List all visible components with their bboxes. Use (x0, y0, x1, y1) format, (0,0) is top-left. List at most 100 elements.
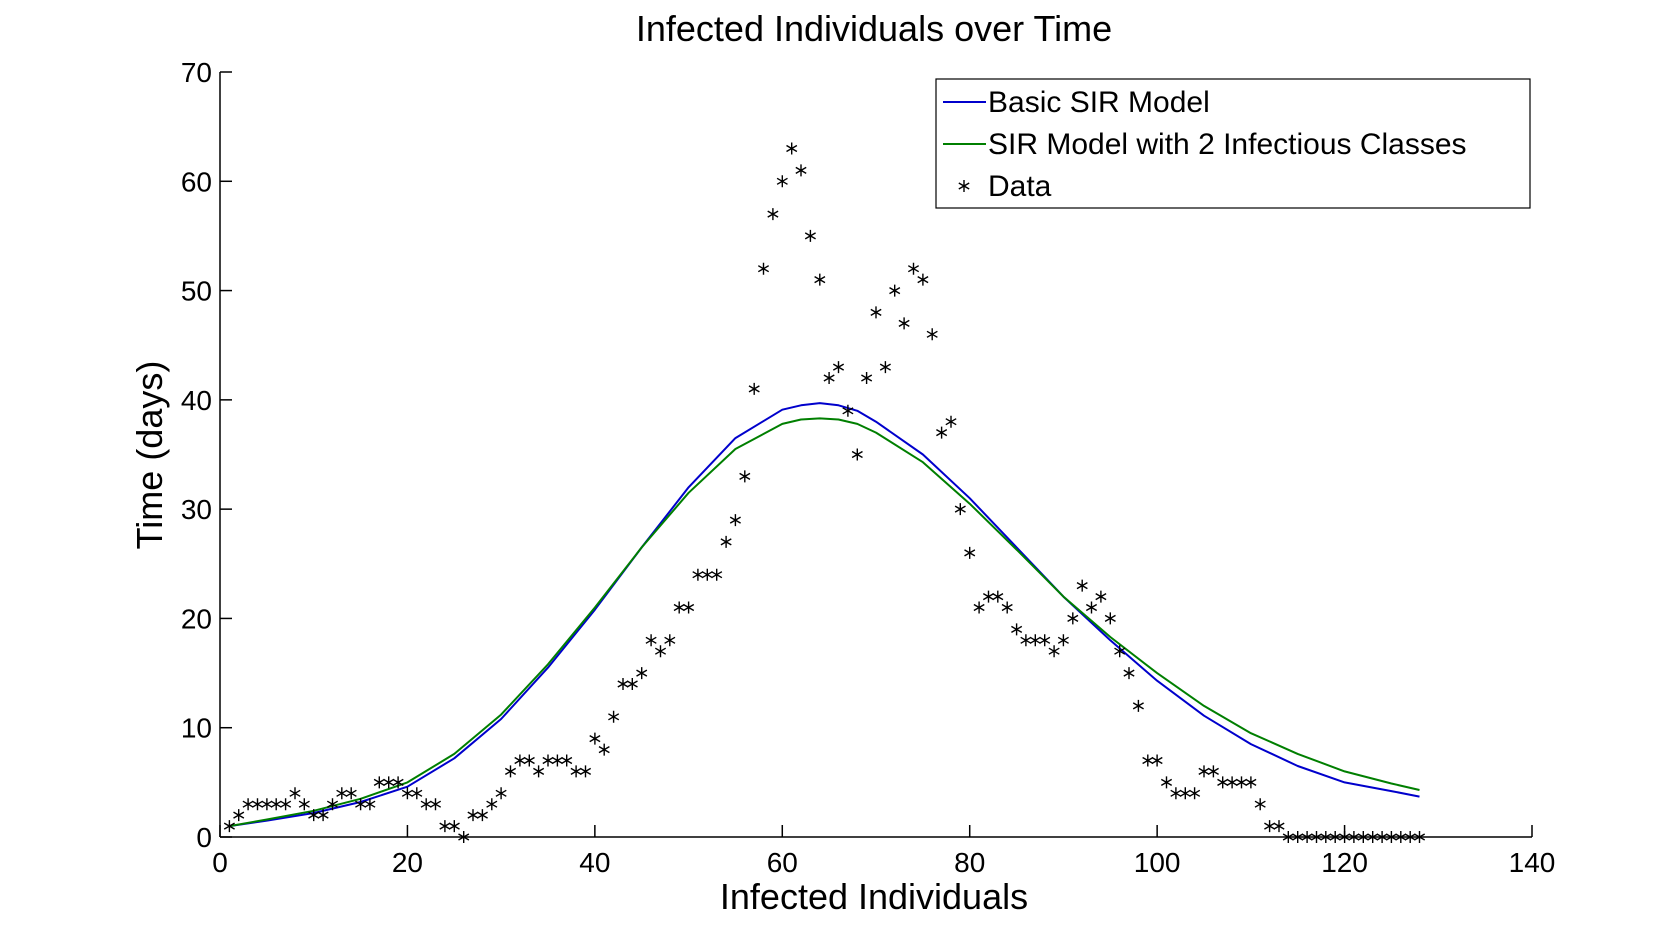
data-point (270, 798, 282, 811)
data-point (448, 820, 460, 833)
data-point (589, 732, 601, 745)
data-point (355, 798, 367, 811)
data-point (598, 743, 610, 756)
data-point (401, 787, 413, 800)
data-point (645, 634, 657, 647)
data-point (476, 809, 488, 822)
data-point (879, 361, 891, 374)
x-tick-label: 140 (1509, 847, 1556, 878)
data-point (1076, 579, 1088, 592)
y-tick-label: 10 (181, 713, 212, 744)
data-point (1095, 590, 1107, 603)
series-line-0 (229, 402, 1420, 828)
data-point (851, 448, 863, 461)
legend-label-0: Basic SIR Model (988, 86, 1210, 119)
data-point (1245, 776, 1257, 789)
data-point (870, 306, 882, 319)
data-point (298, 798, 310, 811)
data-point (551, 754, 563, 767)
data-point (486, 798, 498, 811)
data-point (683, 601, 695, 614)
data-point (1029, 634, 1041, 647)
data-point (1001, 601, 1013, 614)
data-point (1048, 645, 1060, 658)
data-point (1123, 667, 1135, 680)
data-point (1170, 787, 1182, 800)
data-point (523, 754, 535, 767)
data-point (1142, 754, 1154, 767)
x-tick-label: 80 (954, 847, 985, 878)
data-point (495, 787, 507, 800)
y-tick-label: 70 (181, 57, 212, 88)
data-point (889, 284, 901, 297)
data-point (804, 229, 816, 242)
data-point (542, 754, 554, 767)
data-point (242, 798, 254, 811)
data-point (467, 809, 479, 822)
x-tick-label: 0 (212, 847, 228, 878)
data-point (701, 568, 713, 581)
y-tick-label: 40 (181, 385, 212, 416)
data-point (233, 809, 245, 822)
data-point (392, 776, 404, 789)
data-point (814, 273, 826, 286)
data-point (1264, 820, 1276, 833)
data-point (1057, 634, 1069, 647)
data-point (729, 514, 741, 527)
data-point (364, 798, 376, 811)
data-point (626, 678, 638, 690)
data-point (308, 809, 320, 822)
data-point (1207, 765, 1219, 778)
x-tick-label: 120 (1321, 847, 1368, 878)
y-tick-label: 30 (181, 494, 212, 525)
data-point (223, 820, 235, 833)
data-point (982, 590, 995, 603)
data-point (1132, 699, 1144, 712)
x-tick-label: 40 (579, 847, 610, 878)
data-point (823, 372, 835, 384)
data-point (251, 798, 264, 811)
data-point (289, 787, 301, 800)
data-point (617, 678, 629, 690)
data-point (1020, 634, 1032, 647)
data-point (795, 164, 807, 177)
y-tick-label: 60 (181, 166, 212, 197)
data-point (1151, 754, 1163, 767)
legend-box (935, 78, 1531, 209)
data-point (383, 776, 395, 789)
data-point (570, 765, 582, 778)
data-point (420, 798, 432, 811)
data-point (673, 601, 685, 614)
legend-label-1: SIR Model with 2 Infectious Classes (988, 128, 1467, 161)
data-point (767, 208, 779, 221)
data-point (720, 535, 732, 548)
data-point (973, 601, 985, 614)
x-tick-label: 60 (767, 847, 798, 878)
data-point (1189, 787, 1201, 800)
legend-swatch-2 (958, 180, 970, 192)
data-point (739, 470, 751, 483)
data-point (579, 765, 592, 778)
data-point (964, 546, 976, 559)
data-point (1226, 776, 1238, 789)
y-tick-label: 20 (181, 603, 212, 634)
data-point (898, 317, 910, 330)
data-point (1273, 820, 1285, 833)
data-point (608, 710, 620, 723)
data-point (861, 372, 873, 384)
data-point (842, 404, 854, 417)
data-point (1104, 612, 1116, 625)
data-point (326, 798, 339, 811)
data-point (711, 568, 723, 581)
data-point (1160, 776, 1173, 789)
y-tick-label: 50 (181, 276, 212, 307)
x-tick-label: 100 (1134, 847, 1181, 878)
data-point (504, 765, 517, 778)
data-point (945, 415, 957, 428)
data-point (692, 568, 704, 581)
data-point (954, 503, 966, 516)
legend-label-2: Data (988, 170, 1052, 203)
data-point (1254, 798, 1266, 811)
